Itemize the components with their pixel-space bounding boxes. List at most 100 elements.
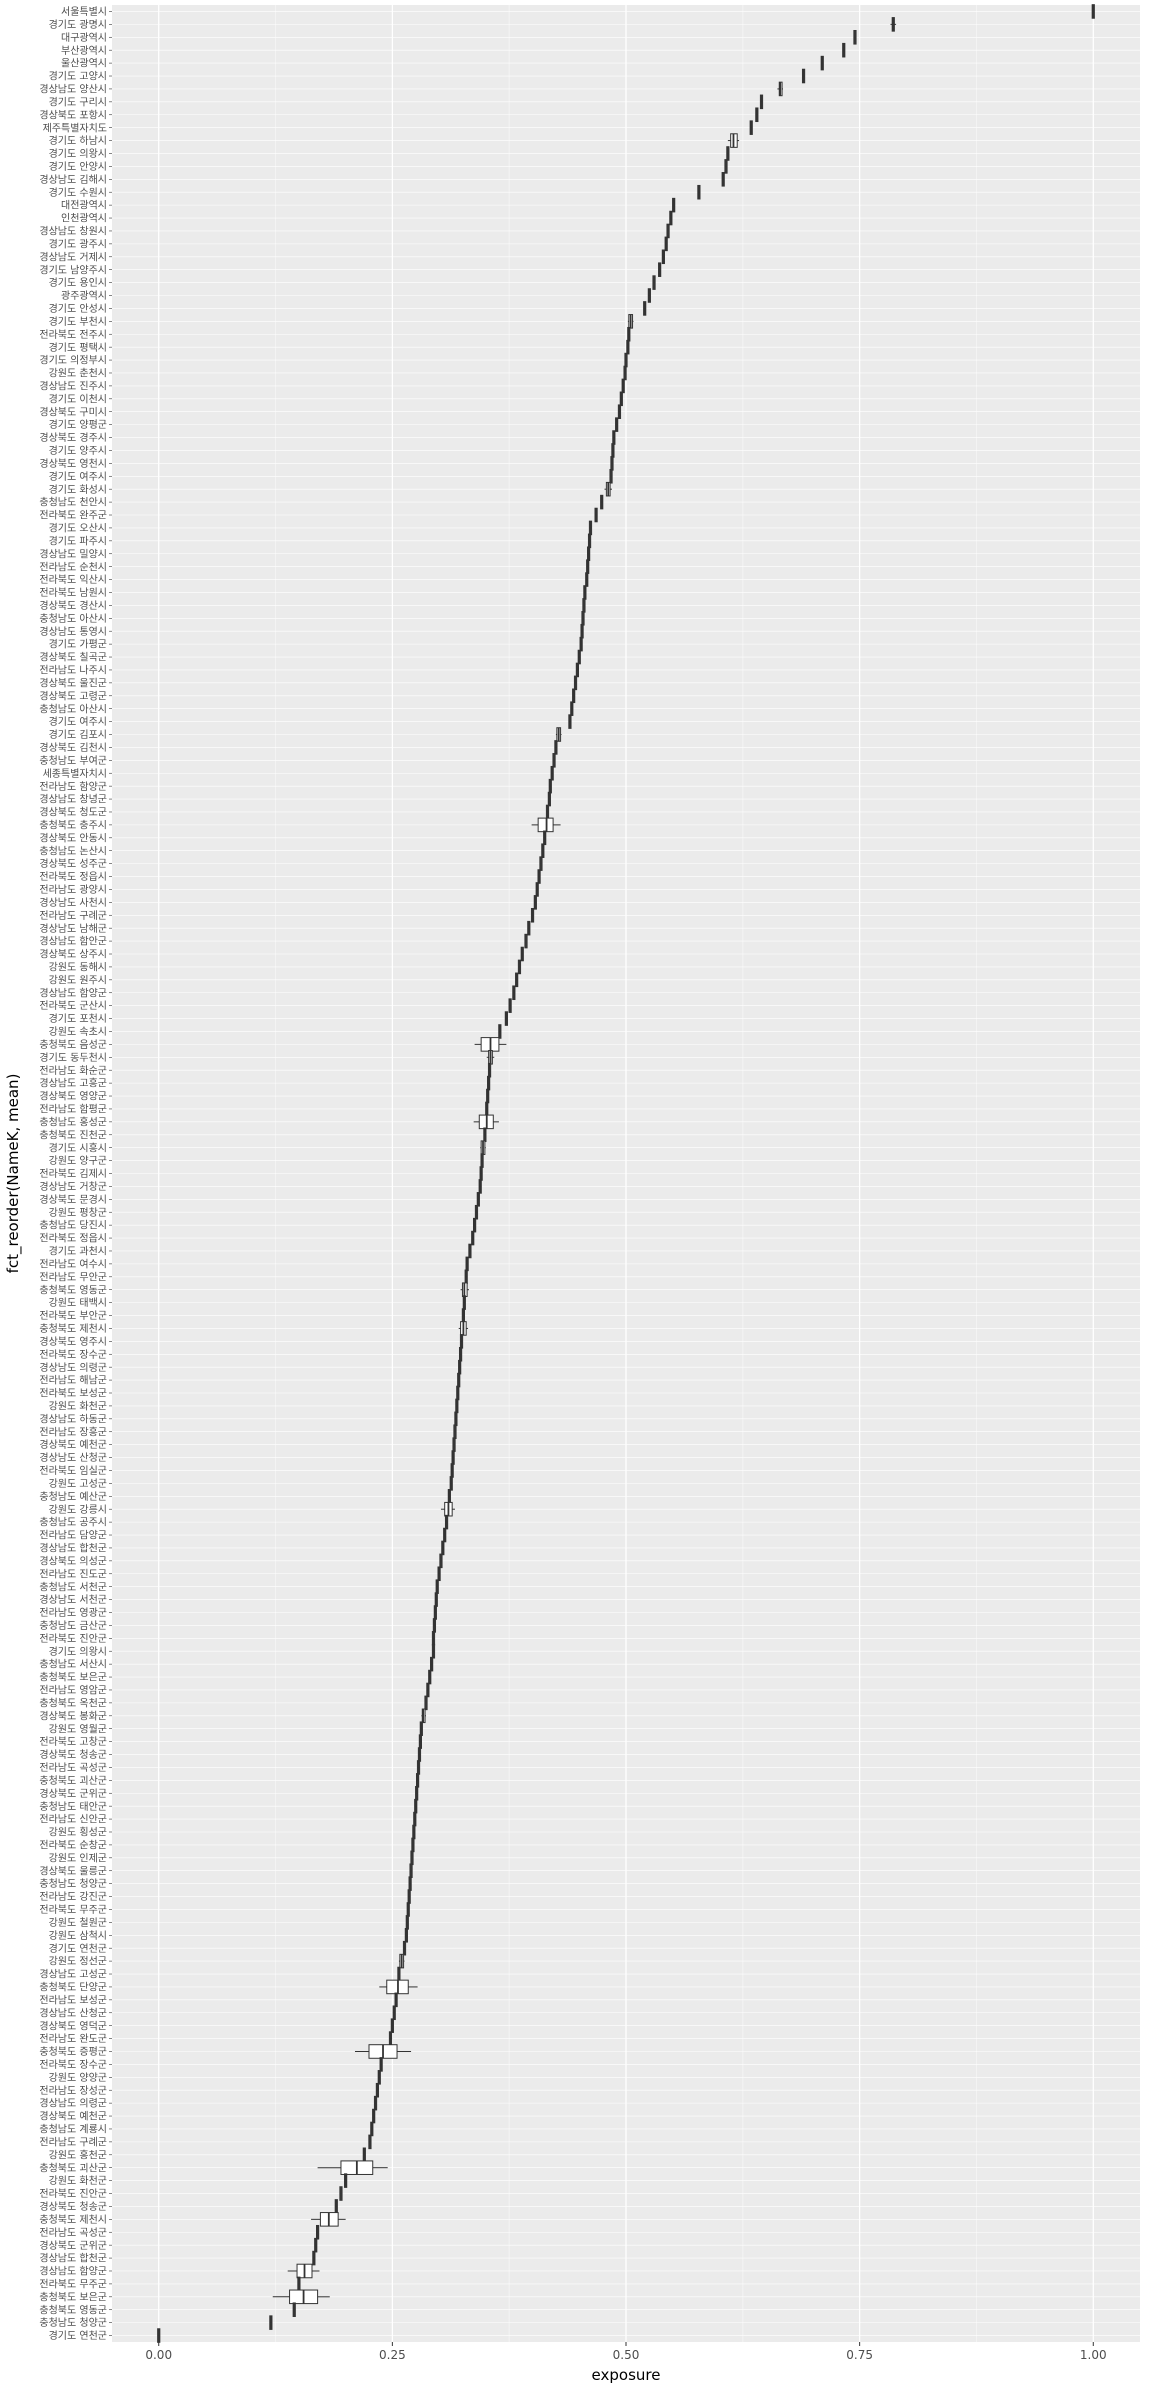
y-tick-label: 전라남도 담양군 bbox=[39, 1530, 107, 1542]
box-mark bbox=[433, 1605, 437, 1620]
box-mark bbox=[474, 1204, 479, 1220]
y-tick-label: 강원도 홍천군 bbox=[49, 2148, 107, 2161]
y-tick-label: 경상남도 진주시 bbox=[39, 379, 107, 392]
box-mark bbox=[498, 1024, 502, 1039]
box-mark bbox=[461, 1308, 465, 1323]
y-tick-label: 충청북도 단양군 bbox=[39, 1982, 107, 1994]
y-tick-label: 충청남도 아산시 bbox=[39, 703, 107, 715]
y-tick-label: 충청남도 태안군 bbox=[39, 1801, 107, 1813]
y-tick-label: 전라북도 정읍시 bbox=[39, 1233, 107, 1245]
box-mark bbox=[487, 1075, 491, 1091]
y-tick-label: 경상북도 군위군 bbox=[39, 1787, 107, 1800]
y-tick-label: 강원도 인제군 bbox=[49, 1852, 107, 1864]
y-tick-label: 경기도 고양시 bbox=[49, 70, 107, 83]
box-mark bbox=[317, 2160, 388, 2175]
box-mark bbox=[449, 1476, 453, 1491]
y-tick-label: 경기도 수원시 bbox=[49, 186, 107, 199]
y-tick-label: 경상남도 의령군 bbox=[39, 2097, 107, 2110]
box-mark bbox=[611, 443, 615, 458]
y-tick-label: 경기도 평택시 bbox=[49, 341, 107, 354]
box-mark bbox=[586, 559, 590, 574]
box-mark bbox=[626, 339, 630, 355]
y-tick-label: 경기도 가평군 bbox=[49, 638, 107, 651]
y-tick-label: 전라남도 구례군 bbox=[39, 910, 107, 922]
box-mark bbox=[444, 1514, 449, 1530]
box-mark bbox=[418, 1734, 422, 1749]
y-tick-label: 경기도 안양시 bbox=[49, 160, 107, 173]
box-mark bbox=[759, 94, 764, 110]
box-mark bbox=[414, 1798, 418, 1814]
y-tick-label: 경기도 연천군 bbox=[49, 2329, 107, 2342]
y-tick-label: 경상북도 청도군 bbox=[39, 806, 107, 819]
box-mark bbox=[447, 1489, 451, 1504]
box-mark bbox=[437, 1566, 441, 1582]
box-mark bbox=[404, 1928, 408, 1943]
y-tick-label: 경상북도 성주군 bbox=[39, 857, 107, 870]
y-tick-label: 경상북도 봉화군 bbox=[39, 1709, 107, 1722]
y-tick-label: 강원도 춘천시 bbox=[49, 368, 107, 380]
box-mark bbox=[537, 869, 541, 884]
box-mark bbox=[452, 1437, 456, 1452]
y-tick-label: 충청남도 부여군 bbox=[39, 755, 107, 767]
box-mark bbox=[853, 30, 857, 45]
box-mark bbox=[672, 197, 676, 213]
y-tick-label: 충청남도 청양군 bbox=[39, 2317, 107, 2329]
y-tick-label: 경기도 양주시 bbox=[49, 444, 107, 457]
box-mark bbox=[724, 159, 728, 174]
y-tick-label: 경기도 광주시 bbox=[49, 237, 107, 250]
y-tick-label: 경상남도 합천군 bbox=[39, 2252, 107, 2265]
y-tick-label: 대구광역시 bbox=[61, 32, 107, 44]
y-tick-label: 경상북도 영양군 bbox=[39, 1090, 107, 1103]
box-mark bbox=[487, 1062, 492, 1078]
box-mark bbox=[755, 107, 759, 123]
y-tick-label: 충청남도 계룡시 bbox=[39, 2124, 107, 2136]
x-tick-label: 0.75 bbox=[846, 2348, 873, 2362]
y-tick-label: 경상남도 고흥군 bbox=[39, 1077, 107, 1090]
box-mark bbox=[314, 2237, 318, 2253]
box-mark bbox=[413, 1811, 417, 1827]
box-mark bbox=[439, 1553, 443, 1569]
box-mark bbox=[627, 326, 631, 342]
y-tick-label: 제주특별자치도 bbox=[43, 122, 107, 134]
box-mark bbox=[272, 2289, 330, 2305]
box-mark bbox=[612, 430, 616, 445]
box-mark bbox=[415, 1785, 419, 1801]
y-tick-label: 전라북도 완주군 bbox=[39, 510, 107, 522]
box-mark bbox=[570, 701, 574, 716]
y-tick-label: 경기도 남양주시 bbox=[39, 263, 107, 276]
y-tick-label: 전라북도 장수군 bbox=[39, 1349, 107, 1361]
box-mark bbox=[594, 507, 598, 523]
y-tick-label: 경상남도 거제시 bbox=[39, 250, 107, 263]
box-mark bbox=[468, 1243, 472, 1259]
box-mark bbox=[652, 275, 656, 290]
box-mark bbox=[615, 417, 619, 432]
y-tick-label: 강원도 동해시 bbox=[49, 961, 107, 974]
y-tick-label: 경상남도 의령군 bbox=[39, 1361, 107, 1374]
y-tick-label: 전라북도 남원시 bbox=[39, 587, 107, 599]
box-mark bbox=[575, 662, 580, 678]
y-tick-label: 강원도 철원군 bbox=[49, 1917, 107, 1929]
y-tick-label: 전라남도 강진군 bbox=[39, 1891, 107, 1903]
y-tick-label: 충청북도 보은군 bbox=[39, 1672, 107, 1684]
box-mark bbox=[430, 1656, 434, 1672]
y-tick-label: 경상북도 상주시 bbox=[39, 948, 107, 961]
y-tick-label: 강원도 횡성군 bbox=[49, 1827, 107, 1839]
box-mark bbox=[647, 288, 651, 303]
box-mark bbox=[577, 649, 581, 665]
box-mark bbox=[621, 378, 625, 394]
box-mark bbox=[749, 120, 753, 135]
y-tick-label: 전라북도 무주군 bbox=[39, 2278, 107, 2290]
box-mark bbox=[464, 1269, 468, 1285]
box-mark bbox=[402, 1940, 407, 1956]
y-tick-label: 경상북도 예천군 bbox=[39, 1438, 107, 1451]
box-mark bbox=[545, 804, 550, 820]
y-tick-label: 인천광역시 bbox=[61, 213, 107, 225]
box-mark bbox=[458, 1359, 462, 1375]
box-mark bbox=[543, 830, 547, 846]
y-tick-label: 충청남도 공주시 bbox=[39, 1517, 107, 1529]
box-mark bbox=[406, 1902, 410, 1917]
box-mark bbox=[443, 1527, 447, 1543]
box-mark bbox=[555, 727, 562, 742]
y-tick-label: 경상남도 밀양시 bbox=[39, 547, 107, 560]
box-mark bbox=[582, 598, 586, 613]
